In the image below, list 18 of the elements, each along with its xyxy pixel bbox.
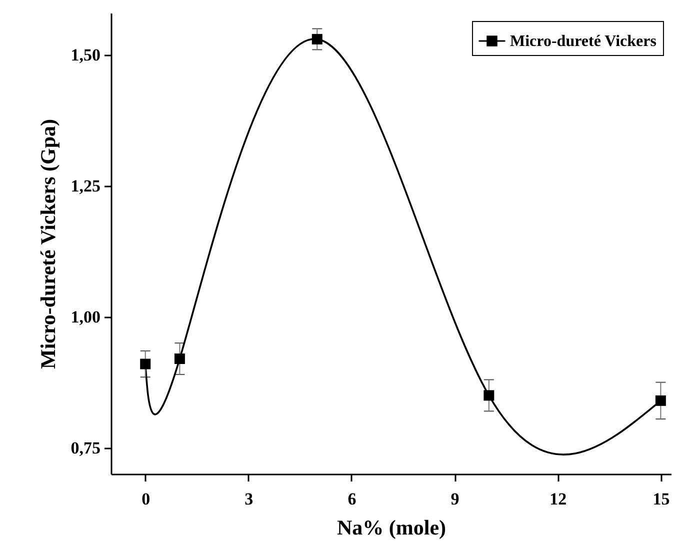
point bbox=[484, 390, 494, 401]
y-tick-label: 1,25 bbox=[70, 176, 100, 196]
point bbox=[655, 395, 666, 406]
point bbox=[140, 358, 151, 370]
y-tick-label: 1,50 bbox=[70, 45, 100, 64]
x-tick-label: 3 bbox=[244, 490, 254, 508]
x-tick-label: 6 bbox=[348, 490, 356, 508]
point bbox=[312, 34, 322, 44]
x-tick-label: 12 bbox=[550, 490, 567, 508]
y-tick-label: 0,75 bbox=[70, 438, 100, 458]
x-tick-label: 0 bbox=[142, 490, 150, 508]
legend-label: Micro-dureté Vickers bbox=[510, 33, 656, 50]
x-tick-label: 15 bbox=[652, 490, 670, 508]
y-axis-title: Micro-dureté Vickers (Gpa) bbox=[36, 118, 60, 370]
point bbox=[174, 354, 185, 364]
x-axis-title: Na% (mole) bbox=[336, 516, 446, 540]
x-tick-label: 9 bbox=[450, 490, 460, 508]
y-tick-label: 1,00 bbox=[70, 307, 100, 326]
